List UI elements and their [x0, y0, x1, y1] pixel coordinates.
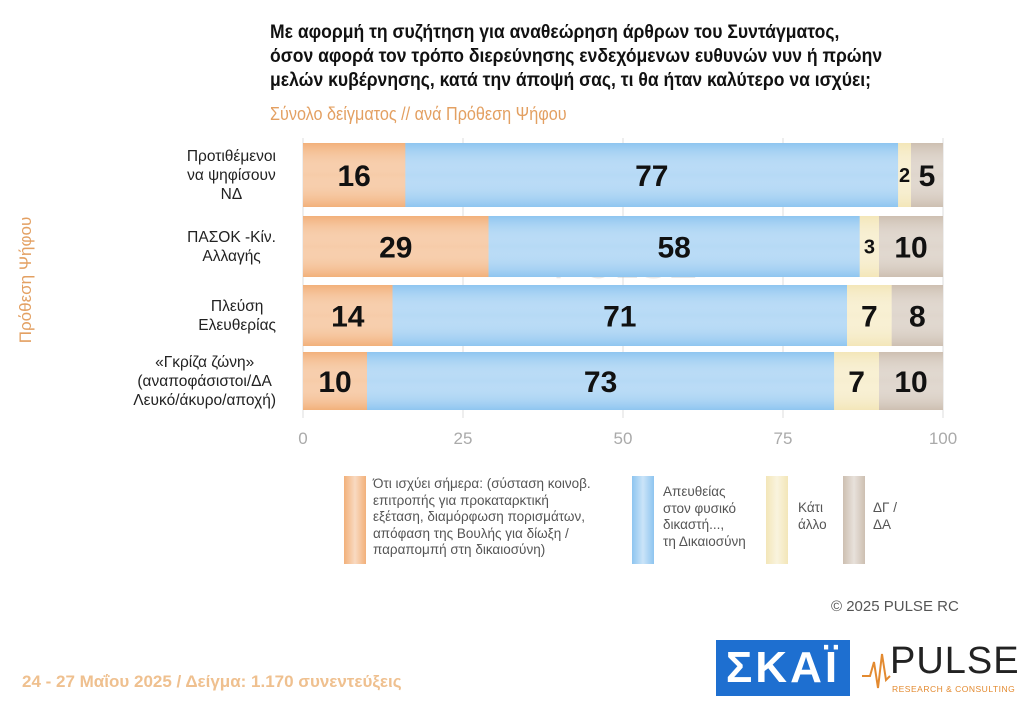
bar-segment-shine — [879, 352, 943, 410]
legend-label: Απευθείας στον φυσικό δικαστή..., τη Δικαιο… — [663, 484, 746, 550]
bar-segment-shine — [898, 143, 911, 207]
category-label-line: Αλλαγής — [202, 247, 261, 265]
bar-segment-shine — [367, 352, 835, 410]
bar-segment-shine — [879, 216, 943, 277]
skat-logo: ΣΚΑΪ — [716, 640, 850, 696]
bar-segment-shine — [911, 143, 943, 207]
bar-segment-shine — [405, 143, 899, 207]
bar-segment-shine — [303, 285, 393, 346]
legend-label-line: απόφαση της Βουλής για δίωξη / — [373, 525, 569, 541]
bar-segment-shine — [392, 285, 847, 346]
bar-segment-shine — [303, 352, 367, 410]
data-label: 5 — [919, 160, 936, 193]
legend-label-line: στον φυσικό — [663, 500, 737, 516]
bar-segment-shine — [834, 352, 879, 410]
category-label: Προτιθέμενοι να ψηφίσουν ΝΔ — [187, 147, 276, 204]
data-label: 29 — [379, 232, 412, 265]
bar-segment-shine — [891, 285, 943, 346]
bar-segment-shine — [859, 216, 879, 277]
legend-label: Κάτι άλλο — [798, 500, 827, 533]
category-label-line: «Γκρίζα ζώνη» — [155, 353, 255, 371]
category-label-line: (αναποφάσιστοι/ΔΑ — [137, 372, 272, 390]
category-label-line: Πλεύση — [210, 297, 264, 315]
x-tick-label: 25 — [454, 429, 473, 448]
legend-label-line: ΔΑ — [873, 516, 892, 532]
data-label: 77 — [635, 160, 668, 193]
bar-segment-shine — [847, 285, 892, 346]
legend-label-line: παραπομπή στη δικαιοσύνη) — [373, 542, 546, 557]
category-label: ΠΑΣΟΚ -Κίν. Αλλαγής — [187, 228, 276, 266]
data-label: 10 — [894, 232, 927, 265]
legend-label-line: τη Δικαιοσύνη — [663, 533, 746, 549]
footer-date-sample: 24 - 27 Μαΐου 2025 / Δείγμα: 1.170 συνεν… — [22, 672, 402, 691]
category-label-line: ΝΔ — [220, 185, 243, 203]
chart-title: Με αφορμή τη συζήτηση για αναθεώρηση άρθ… — [270, 20, 945, 92]
bar-segment-shine — [303, 143, 406, 207]
legend-label-line: Ότι ισχύει σήμερα: (σύσταση κοινοβ. — [373, 476, 591, 491]
legend-label: Ότι ισχύει σήμερα: (σύσταση κοινοβ. επιτρ… — [373, 476, 591, 559]
bar-segment-shine — [303, 216, 489, 277]
data-label: 7 — [848, 366, 865, 399]
title-line: όσον αφορά τον τρόπο διερεύνησης ενδεχόμ… — [270, 45, 883, 67]
legend-label-line: Απευθείας — [663, 484, 726, 499]
legend-label-line: εξέταση, διαμόρφωση πορισμάτων, — [373, 509, 585, 524]
x-tick-label: 100 — [929, 429, 957, 448]
x-tick-label: 75 — [774, 429, 793, 448]
title-line: μελών κυβέρνησης, κατά την άποψή σας, τι… — [270, 69, 872, 91]
legend-swatch — [766, 476, 788, 564]
data-label: 71 — [603, 301, 636, 334]
legend-swatch — [632, 476, 654, 564]
data-label: 7 — [861, 301, 878, 334]
category-label: Πλεύση Ελευθερίας — [198, 297, 276, 335]
copyright: © 2025 PULSE RC — [831, 598, 959, 615]
pulse-logo: PULSE RESEARCH & CONSULTING — [862, 640, 1019, 696]
data-label: 14 — [331, 301, 365, 334]
chart-subtitle: Σύνολο δείγματος // ανά Πρόθεση Ψήφου — [270, 104, 567, 124]
data-label: 16 — [338, 160, 371, 193]
category-label-line: να ψηφίσουν — [187, 166, 276, 184]
category-label-line: Ελευθερίας — [198, 316, 276, 334]
legend-swatch — [843, 476, 865, 564]
legend-label-line: άλλο — [798, 516, 827, 532]
data-label: 10 — [894, 366, 927, 399]
legend-label-line: Κάτι — [798, 500, 823, 515]
category-label: «Γκρίζα ζώνη» (αναποφάσιστοι/ΔΑ Λευκό/άκυρ… — [133, 353, 276, 410]
category-label-line: ΠΑΣΟΚ -Κίν. — [187, 228, 276, 246]
legend-label-line: επιτροπής για προκαταρκτική — [373, 492, 549, 508]
data-label: 10 — [318, 366, 351, 399]
data-label: 2 — [899, 165, 910, 187]
title-line: Με αφορμή τη συζήτηση για αναθεώρηση άρθ… — [270, 21, 840, 43]
bar-segment-shine — [488, 216, 860, 277]
data-label: 73 — [584, 366, 617, 399]
legend-label-line: ΔΓ / — [873, 500, 897, 515]
x-tick-label: 0 — [298, 429, 307, 448]
x-tick-label: 50 — [614, 429, 633, 448]
category-label-line: Προτιθέμενοι — [186, 147, 276, 165]
category-label-line: Λευκό/άκυρο/αποχή) — [133, 391, 276, 409]
data-label: 58 — [658, 232, 691, 265]
legend-label-line: δικαστή..., — [663, 517, 725, 532]
data-label: 3 — [864, 237, 875, 259]
legend-label: ΔΓ / ΔΑ — [873, 500, 897, 533]
data-label: 8 — [909, 301, 926, 334]
legend-swatch — [344, 476, 366, 564]
